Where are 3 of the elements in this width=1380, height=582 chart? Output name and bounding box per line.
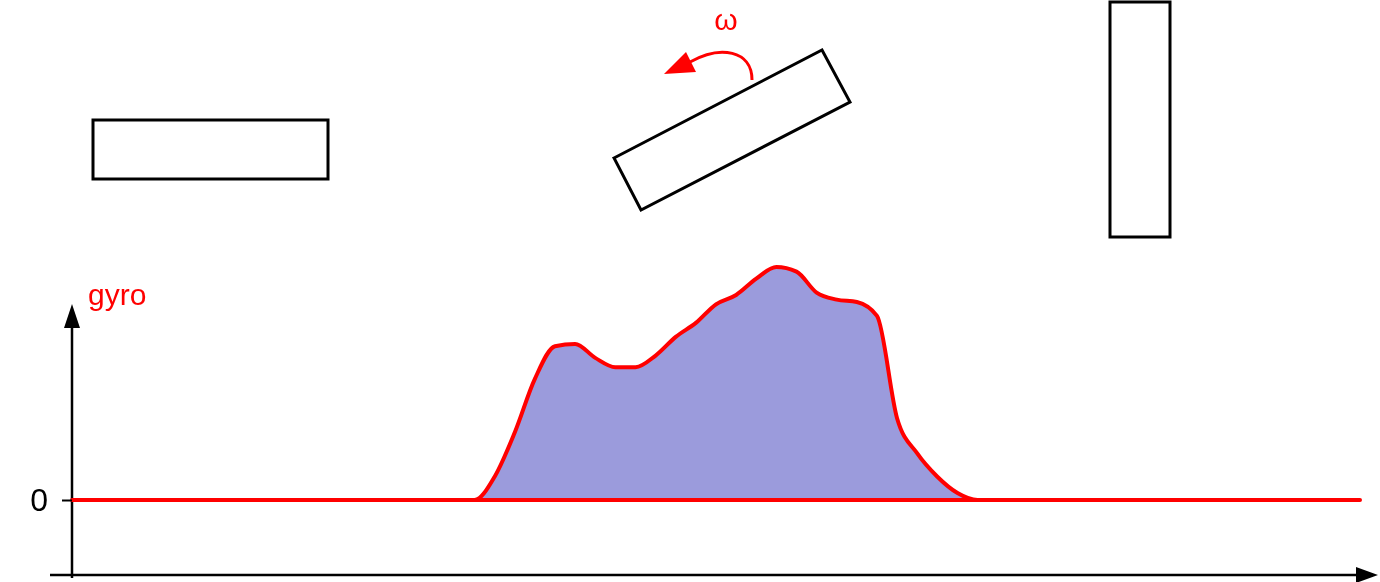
- y-axis-title: gyro: [88, 278, 147, 311]
- text: 0: [30, 481, 48, 518]
- text: ω: [714, 3, 738, 36]
